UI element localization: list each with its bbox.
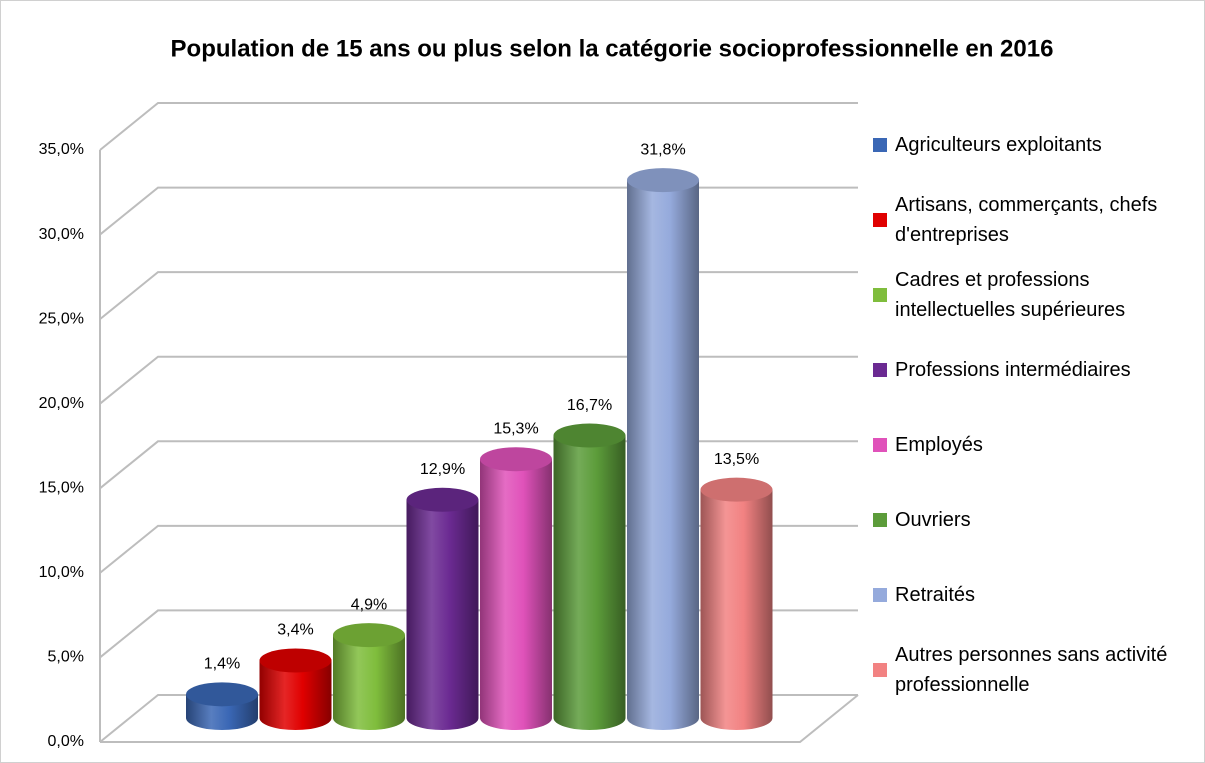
legend-swatch	[873, 138, 887, 152]
cylinder	[333, 623, 405, 730]
cylinder	[406, 487, 479, 730]
cylinder	[480, 447, 552, 730]
value-label: 1,4%	[204, 656, 240, 673]
legend-swatch	[873, 438, 887, 452]
legend-swatch	[873, 663, 887, 677]
legend-label: Retraités	[895, 584, 976, 606]
grid-line	[99, 102, 858, 151]
cylinder-top	[186, 682, 258, 707]
legend-label: Autres personnes sans activité professio…	[895, 644, 1168, 696]
legend-item: Professions intermédiaires	[873, 338, 1173, 402]
y-tick-label: 20,0%	[39, 395, 84, 412]
value-label: 15,3%	[493, 420, 538, 437]
y-tick-label: 15,0%	[39, 480, 84, 497]
cylinder-body	[259, 660, 332, 730]
cylinder-body	[406, 499, 479, 730]
legend-label: Employés	[895, 434, 983, 456]
legend-item: Artisans, commerçants, chefs d'entrepris…	[873, 188, 1173, 252]
cylinder-top	[553, 423, 626, 448]
cylinder-body	[700, 489, 773, 730]
legend-label: Agriculteurs exploitants	[895, 134, 1102, 156]
value-label: 13,5%	[714, 451, 759, 468]
legend-swatch	[873, 588, 887, 602]
legend-item: Retraités	[873, 563, 1173, 627]
legend-item: Agriculteurs exploitants	[873, 113, 1173, 177]
legend-swatch	[873, 363, 887, 377]
cylinder-top	[333, 623, 405, 648]
cylinder-top	[259, 648, 332, 673]
value-label: 4,9%	[351, 596, 387, 613]
legend-swatch	[873, 513, 887, 527]
y-tick-label: 30,0%	[39, 226, 84, 243]
cylinder-top	[627, 168, 699, 193]
grid-line	[99, 186, 858, 236]
cylinder	[627, 168, 699, 730]
cylinder-body	[480, 459, 552, 730]
legend-label: Cadres et professions intellectuelles su…	[895, 269, 1126, 321]
cylinder-body	[333, 635, 405, 730]
cylinder	[553, 423, 626, 730]
cylinder	[259, 648, 332, 730]
value-label: 3,4%	[277, 622, 313, 639]
cylinder-top	[700, 477, 773, 502]
y-tick-label: 0,0%	[48, 733, 84, 750]
y-tick-label: 5,0%	[48, 649, 84, 666]
legend-label: Artisans, commerçants, chefs d'entrepris…	[895, 194, 1158, 246]
legend-label: Professions intermédiaires	[895, 359, 1131, 381]
value-label: 31,8%	[640, 141, 685, 158]
value-label: 16,7%	[567, 397, 612, 414]
legend-item: Cadres et professions intellectuelles su…	[873, 263, 1173, 327]
cylinder-body	[627, 180, 699, 730]
y-tick-label: 35,0%	[39, 141, 84, 158]
floor-edge	[100, 694, 859, 743]
cylinder	[700, 477, 773, 730]
cylinder-top	[480, 447, 552, 472]
cylinder-top	[406, 487, 479, 512]
cylinder	[186, 682, 258, 730]
legend-item: Ouvriers	[873, 488, 1173, 552]
grid-line	[99, 355, 858, 405]
cylinder-body	[553, 435, 626, 730]
legend-swatch	[873, 288, 887, 302]
grid-line	[99, 271, 858, 320]
y-tick-label: 10,0%	[39, 564, 84, 581]
value-label: 12,9%	[420, 461, 465, 478]
legend-label: Ouvriers	[895, 509, 971, 531]
legend-item: Autres personnes sans activité professio…	[873, 638, 1173, 702]
legend-swatch	[873, 213, 887, 227]
legend-item: Employés	[873, 413, 1173, 477]
y-tick-label: 25,0%	[39, 310, 84, 327]
chart-title: Population de 15 ans ou plus selon la ca…	[171, 35, 1054, 62]
